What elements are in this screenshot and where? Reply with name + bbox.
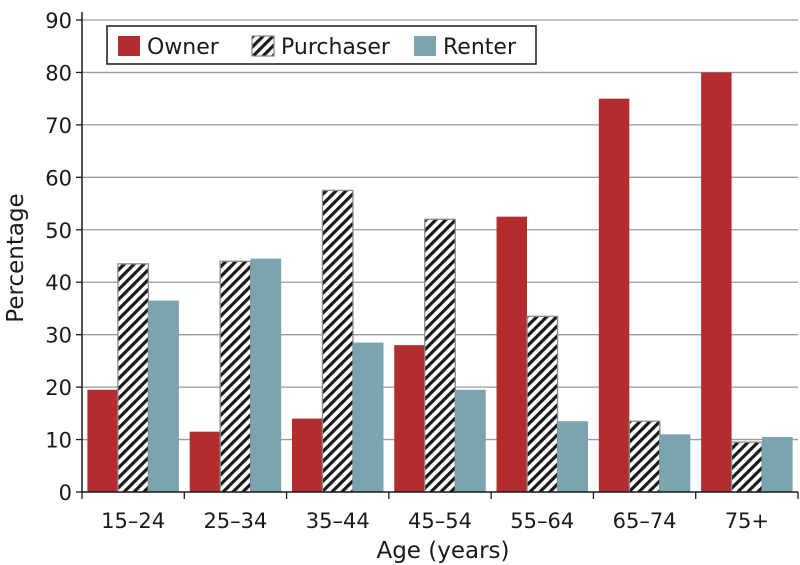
bar-renter-3 xyxy=(455,389,486,492)
bar-renter-4 xyxy=(557,421,589,492)
bar-renter-2 xyxy=(352,342,384,492)
bar-renter-6 xyxy=(762,436,793,492)
x-tick-label: 35–44 xyxy=(306,509,370,533)
y-tick-labels: 0 10 20 30 40 50 60 70 80 90 xyxy=(45,9,72,505)
y-tick-label: 70 xyxy=(45,114,72,138)
bar-renter-5 xyxy=(659,434,691,492)
x-axis-title: Age (years) xyxy=(376,538,509,564)
y-tick-label: 0 xyxy=(59,481,72,505)
bar-purchaser-0 xyxy=(117,263,150,493)
y-tick-label: 80 xyxy=(45,61,72,85)
y-tick-label: 10 xyxy=(45,429,72,453)
y-tick-label: 20 xyxy=(45,376,72,400)
legend-swatch-purchaser xyxy=(251,35,275,57)
x-tick-label: 55–64 xyxy=(510,509,574,533)
bars xyxy=(87,72,793,493)
y-axis-title: Percentage xyxy=(3,193,29,322)
legend-label-purchaser: Purchaser xyxy=(281,35,391,60)
y-tick-label: 30 xyxy=(45,324,72,348)
bar-owner-4 xyxy=(496,216,528,492)
x-tick-label: 75+ xyxy=(725,509,769,533)
bar-owner-1 xyxy=(189,431,221,492)
bar-owner-2 xyxy=(291,418,323,492)
y-tick-label: 60 xyxy=(45,166,72,190)
axes xyxy=(76,12,799,499)
bar-owner-3 xyxy=(394,345,425,492)
x-tick-label: 15–24 xyxy=(101,509,165,533)
legend-label-owner: Owner xyxy=(147,35,220,60)
bar-renter-0 xyxy=(148,300,179,492)
legend-label-renter: Renter xyxy=(443,35,517,60)
y-tick-label: 50 xyxy=(45,219,72,243)
bar-purchaser-3 xyxy=(424,218,456,493)
bar-purchaser-2 xyxy=(321,189,354,493)
legend: Owner Purchaser Renter xyxy=(106,25,537,65)
x-tick-label: 65–74 xyxy=(613,509,677,533)
bar-owner-6 xyxy=(701,72,732,492)
legend-box xyxy=(106,25,537,65)
bar-purchaser-4 xyxy=(526,315,559,493)
legend-swatch-owner xyxy=(118,36,140,56)
bar-owner-0 xyxy=(87,389,118,492)
x-tick-label: 25–34 xyxy=(203,509,267,533)
bar-renter-1 xyxy=(250,258,282,492)
y-tick-label: 40 xyxy=(45,271,72,295)
x-tick-label: 45–54 xyxy=(408,509,472,533)
x-tick-labels: 15–24 25–34 35–44 45–54 55–64 65–74 75+ xyxy=(101,509,769,533)
y-tick-label: 90 xyxy=(45,9,72,33)
bar-purchaser-6 xyxy=(730,441,763,493)
legend-swatch-renter xyxy=(414,36,436,56)
bar-purchaser-1 xyxy=(219,260,252,493)
bar-owner-5 xyxy=(598,98,630,493)
bar-purchaser-5 xyxy=(628,420,661,493)
